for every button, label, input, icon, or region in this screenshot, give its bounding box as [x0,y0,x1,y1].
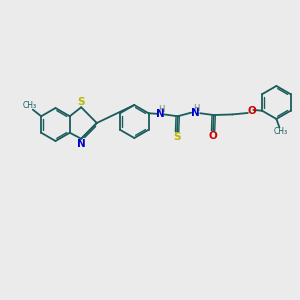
Text: S: S [173,132,181,142]
Text: O: O [209,131,218,141]
Text: O: O [247,106,256,116]
Text: N: N [77,139,85,149]
Text: CH₃: CH₃ [23,101,37,110]
Text: H: H [158,105,165,114]
Text: S: S [77,97,84,107]
Text: N: N [156,110,165,119]
Text: H: H [194,103,200,112]
Text: CH₃: CH₃ [274,127,288,136]
Text: N: N [191,108,200,118]
